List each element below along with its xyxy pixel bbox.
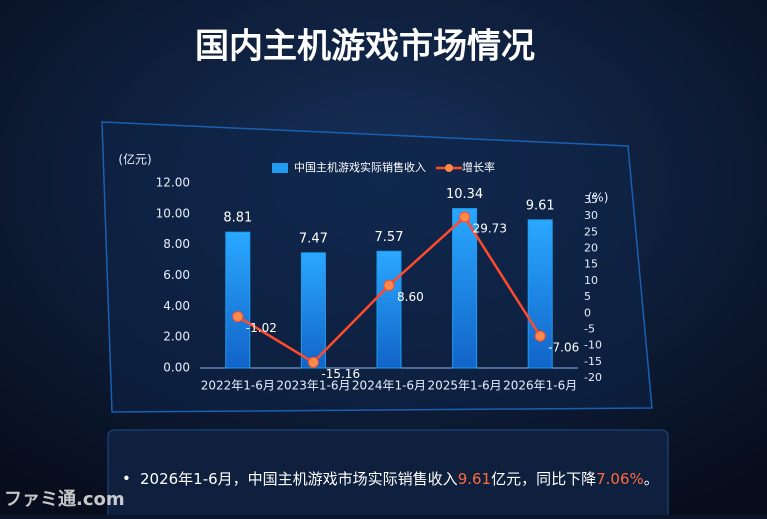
y-tick-label: 6.00 [163,268,190,282]
bar [300,252,326,369]
growth-point [383,279,395,291]
note-text: 2026年1-6月，中国主机游戏市场实际销售收入9.61亿元，同比下降7.06%… [140,470,659,488]
legend-label: 增长率 [462,160,495,174]
legend-swatch [445,164,453,172]
x-tick-label: 2024年1-6月 [352,379,426,393]
y2-axis-label: (%) [588,191,609,205]
y-tick-label: 10.00 [156,206,190,220]
line-value-label: -15.16 [321,367,360,381]
bar [376,250,402,369]
y2-tick-label: 5 [584,290,591,303]
y-tick-label: 2.00 [163,330,190,344]
y-tick-label: 4.00 [163,299,190,313]
y2-tick-label: 25 [584,225,598,238]
bar [452,208,478,369]
x-tick-label: 2023年1-6月 [276,379,350,393]
y-tick-label: 8.00 [163,237,190,251]
y2-tick-label: 35 [584,193,598,206]
note-segment: 。 [644,470,659,488]
y-axis-label: (亿元) [118,152,151,167]
watermark: ファミ通.com [4,489,125,510]
line-value-label: 8.60 [397,290,424,304]
bar [225,231,251,369]
note-segment: 亿元，同比下降 [491,470,596,488]
growth-point [307,356,319,368]
y2-tick-label: 30 [584,209,598,222]
legend-swatch [272,163,288,173]
line-value-label: -1.02 [246,321,277,335]
x-tick-label: 2026年1-6月 [503,379,577,393]
y2-tick-label: -20 [584,371,602,384]
x-tick-label: 2022年1-6月 [201,379,275,393]
note-segment: 9.61 [458,470,491,488]
y2-tick-label: 15 [584,258,598,271]
line-value-label: -7.06 [548,341,579,355]
bar-value-label: 7.47 [299,231,328,246]
y2-tick-label: -10 [584,339,602,352]
bar-value-label: 9.61 [526,198,555,213]
y2-tick-label: -5 [584,322,595,335]
x-tick-label: 2025年1-6月 [428,379,502,393]
y-tick-label: 12.00 [156,176,190,190]
bar-value-label: 8.81 [223,211,252,226]
chart: (亿元) (%) 0.00 2.00 4.00 6.00 8.00 10.00 12.00 -20… [118,152,608,393]
growth-point [459,211,471,223]
bullet: • [122,470,131,488]
legend-label: 中国主机游戏实际销售收入 [294,160,426,174]
note-panel [107,429,669,519]
growth-point [534,330,546,342]
title: 国内主机游戏市场情况 [195,27,535,67]
note-segment: 7.06% [596,470,644,488]
bar-value-label: 10.34 [446,187,483,202]
y2-tick-label: -15 [584,355,602,368]
y2-tick-label: 0 [584,306,591,319]
line-value-label: 29.73 [473,222,507,236]
y-tick-label: 0.00 [163,361,190,375]
y2-tick-label: 20 [584,242,598,255]
note-segment: 2026年1-6月，中国主机游戏市场实际销售收入 [140,470,458,488]
growth-point [232,311,244,323]
bar-value-label: 7.57 [375,230,404,245]
bar [527,219,553,369]
y2-tick-label: 10 [584,274,598,287]
